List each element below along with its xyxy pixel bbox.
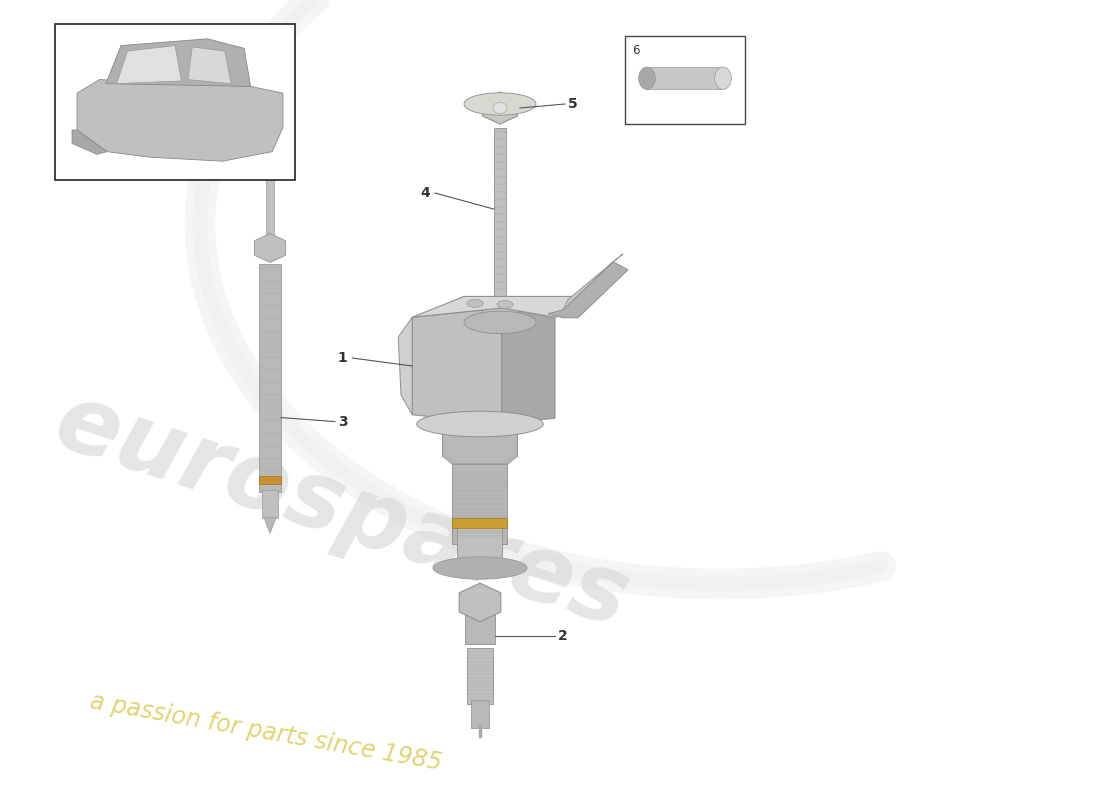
Bar xyxy=(452,518,507,528)
Ellipse shape xyxy=(417,411,543,437)
Bar xyxy=(55,24,295,180)
Text: 4: 4 xyxy=(420,186,430,200)
Ellipse shape xyxy=(497,301,513,309)
Bar xyxy=(468,648,493,704)
Bar xyxy=(452,464,507,544)
Bar xyxy=(471,700,490,728)
Text: 2: 2 xyxy=(558,629,568,643)
Bar xyxy=(647,67,723,90)
Polygon shape xyxy=(106,38,251,86)
Polygon shape xyxy=(77,79,283,162)
Polygon shape xyxy=(412,308,502,424)
Ellipse shape xyxy=(493,102,507,114)
Text: eurospares: eurospares xyxy=(44,376,640,648)
Polygon shape xyxy=(442,424,517,464)
Text: a passion for parts since 1985: a passion for parts since 1985 xyxy=(88,689,443,775)
Polygon shape xyxy=(502,308,556,424)
Ellipse shape xyxy=(464,93,536,115)
Bar xyxy=(258,264,280,492)
Polygon shape xyxy=(398,318,412,414)
Bar xyxy=(258,476,280,484)
Polygon shape xyxy=(548,262,628,318)
Text: 5: 5 xyxy=(568,97,578,111)
Ellipse shape xyxy=(639,67,656,90)
Text: 1: 1 xyxy=(338,351,348,365)
Polygon shape xyxy=(117,46,182,84)
Bar xyxy=(465,612,495,644)
Polygon shape xyxy=(254,234,286,262)
Polygon shape xyxy=(412,297,590,318)
Bar xyxy=(266,172,274,240)
Bar xyxy=(482,308,518,322)
Polygon shape xyxy=(458,568,503,576)
Bar xyxy=(262,490,278,518)
Bar xyxy=(494,128,506,308)
Polygon shape xyxy=(483,92,517,124)
Text: 3: 3 xyxy=(338,414,348,429)
Bar xyxy=(458,524,503,568)
Polygon shape xyxy=(72,130,107,154)
Ellipse shape xyxy=(464,311,536,334)
Ellipse shape xyxy=(433,557,527,579)
Polygon shape xyxy=(459,583,500,622)
Ellipse shape xyxy=(715,67,732,90)
Polygon shape xyxy=(563,254,623,310)
Text: 6: 6 xyxy=(632,44,639,57)
Polygon shape xyxy=(188,47,231,84)
Ellipse shape xyxy=(468,299,483,307)
Polygon shape xyxy=(264,518,276,534)
Bar xyxy=(625,36,745,124)
